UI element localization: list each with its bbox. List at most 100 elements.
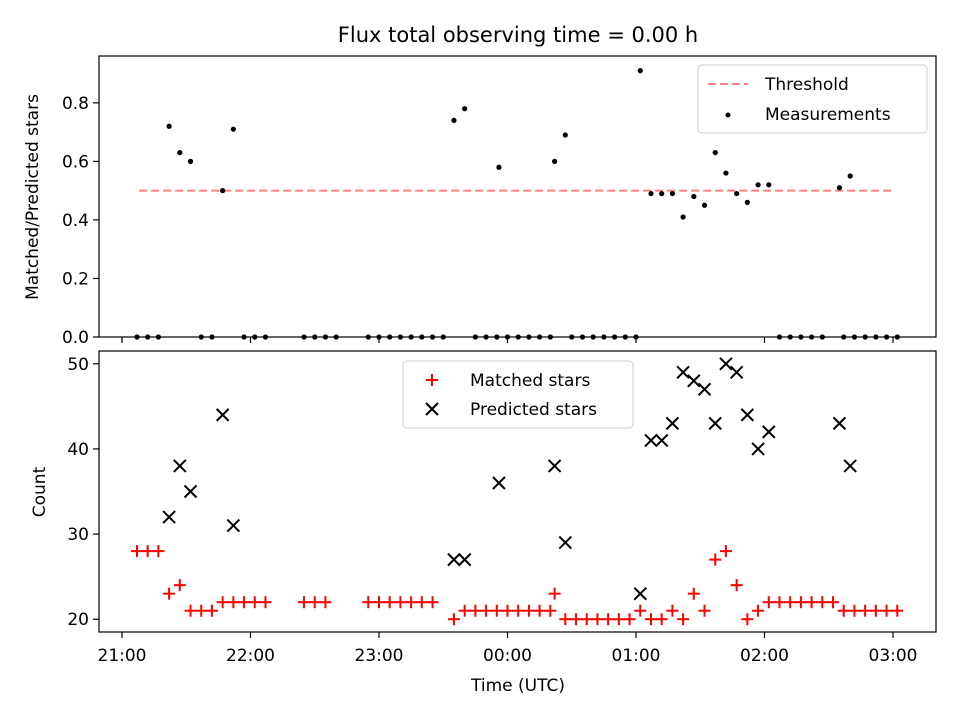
measurement-point [648, 190, 654, 197]
predicted-star-point [676, 365, 690, 379]
ratio-x-ticks [121, 337, 894, 343]
matched-star-point [469, 604, 482, 617]
legend-matched-swatch [426, 374, 438, 386]
predicted-star-point [215, 408, 230, 422]
measurement-point [755, 182, 761, 188]
measurement-point [847, 173, 853, 179]
matched-star-point [130, 545, 143, 558]
predicted-star-point [751, 442, 765, 456]
predicted-star-point [843, 459, 857, 473]
count-ytick-label: 20 [67, 610, 89, 630]
matched-star-point [816, 596, 829, 609]
matched-star-point [298, 596, 311, 609]
predicted-star-point [687, 374, 701, 388]
ratio-legend-box [697, 64, 928, 134]
matched-star-point [634, 604, 647, 617]
measurement-point [166, 123, 172, 129]
count-xlabel: Time (UTC) [470, 676, 565, 696]
measurement-point [187, 158, 194, 164]
matched-star-point [891, 604, 904, 617]
measurement-point [177, 149, 183, 156]
matched-star-point [719, 545, 732, 558]
ratio-legend: Threshold Measurements [697, 64, 928, 134]
matched-star-point [548, 587, 561, 600]
predicted-star-point [719, 357, 733, 371]
matched-star-point [415, 596, 428, 609]
matched-star-point [677, 613, 690, 626]
count-points [130, 357, 904, 626]
predicted-star-point [665, 416, 680, 431]
predicted-star-point [762, 425, 776, 439]
measurement-point [744, 199, 750, 205]
count-panel: Count Time (UTC) 20 30 40 50 21:00 22:00 23:0… [30, 350, 937, 696]
matched-star-point [195, 604, 208, 617]
legend-matched-label: Matched stars [470, 371, 590, 391]
predicted-star-point [832, 416, 847, 431]
matched-star-point [837, 604, 850, 617]
ratio-ytick-label: 0.6 [62, 152, 89, 172]
measurement-point [701, 202, 708, 208]
predicted-star-point [173, 459, 187, 473]
count-ytick-label: 50 [67, 355, 89, 375]
ratio-panel-frame [98, 55, 937, 338]
matched-star-point [655, 613, 668, 626]
count-xtick-label: 21:00 [98, 646, 147, 666]
matched-star-point [259, 596, 272, 609]
predicted-star-point [492, 476, 506, 490]
matched-star-point [784, 596, 797, 609]
matched-star-point [794, 596, 807, 609]
matched-star-point [480, 604, 493, 617]
count-x-ticks: 21:00 22:00 23:00 00:00 01:00 02:00 03:00 [98, 632, 918, 666]
ratio-panel: Flux total observing time = 0.00 h Match… [23, 23, 937, 348]
measurement-point [552, 158, 558, 164]
predicted-star-point [740, 408, 755, 422]
count-ytick-label: 30 [67, 525, 89, 545]
matched-star-point [570, 613, 583, 626]
matched-star-point [591, 613, 604, 626]
matched-star-point [216, 596, 229, 609]
matched-star-point [687, 587, 700, 600]
predicted-star-point [226, 518, 241, 533]
matched-star-point [741, 613, 754, 626]
count-xtick-label: 22:00 [226, 646, 275, 666]
matched-star-point [805, 596, 818, 609]
measurement-point [220, 188, 226, 194]
measurement-point [691, 193, 697, 200]
matched-star-point [173, 579, 186, 592]
ratio-ytick-label: 0.0 [62, 328, 89, 348]
matched-star-point [383, 596, 396, 609]
matched-star-point [319, 596, 332, 609]
matched-star-point [227, 596, 240, 609]
matched-star-point [773, 596, 786, 609]
legend-predicted-label: Predicted stars [470, 400, 597, 420]
count-xtick-label: 02:00 [740, 646, 789, 666]
matched-star-point [394, 596, 407, 609]
measurement-point [230, 126, 236, 132]
measurement-point [562, 132, 568, 138]
count-xtick-label: 03:00 [869, 646, 918, 666]
measurement-point [723, 170, 729, 176]
matched-star-point [559, 613, 572, 626]
matched-star-point [859, 604, 872, 617]
predicted-star-point [457, 552, 472, 567]
measurement-point [496, 164, 502, 170]
measurement-point [734, 190, 740, 197]
matched-star-point [644, 613, 657, 626]
matched-star-point [880, 604, 893, 617]
matched-star-point [612, 613, 625, 626]
predicted-star-point [654, 433, 669, 448]
count-y-ticks: 20 30 40 50 [67, 355, 99, 630]
measurement-point [637, 68, 643, 74]
matched-star-point [152, 545, 165, 558]
matched-star-point [544, 604, 557, 617]
matched-star-point [512, 604, 525, 617]
matched-star-point [869, 604, 882, 617]
count-legend: Matched stars Predicted stars [402, 360, 634, 429]
matched-star-point [848, 604, 861, 617]
matched-star-point [458, 604, 471, 617]
matched-star-point [623, 613, 636, 626]
matched-star-point [698, 604, 711, 617]
matched-star-point [762, 596, 775, 609]
ratio-ytick-label: 0.8 [62, 94, 89, 114]
predicted-star-point [644, 433, 658, 448]
